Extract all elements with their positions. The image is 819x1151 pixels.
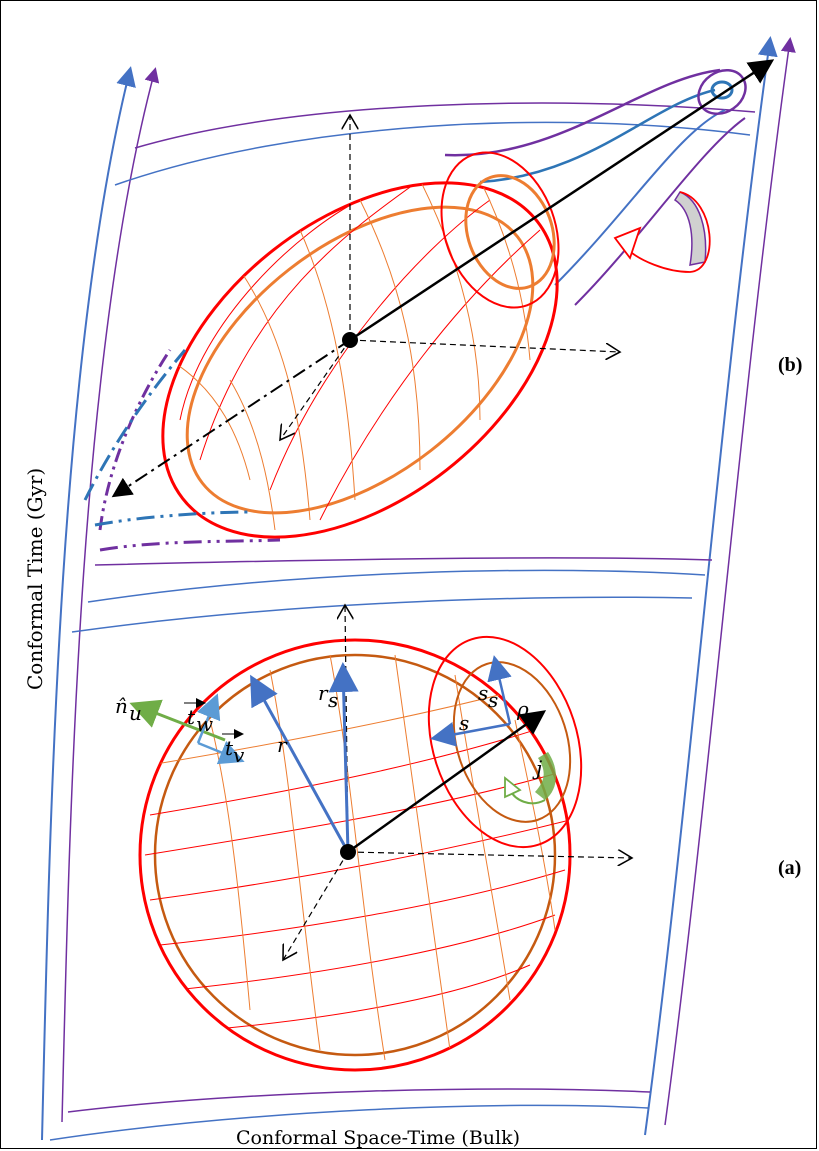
svg-text:n̂: n̂ (115, 694, 128, 718)
symbol-j: j (532, 756, 542, 780)
tube-purple-upper (444, 68, 721, 157)
tube-end-purple (697, 68, 747, 116)
trace-purple-dashdot-2 (99, 538, 281, 552)
tube-end-blue (710, 80, 734, 100)
slice-purple-bottom (67, 1088, 651, 1113)
vector-rs (328, 662, 359, 853)
tube-blue-upper (479, 88, 716, 184)
symbol-s: s (459, 711, 469, 735)
svg-text:r: r (318, 681, 329, 705)
svg-text:v: v (233, 743, 245, 767)
tube-purple-lower (574, 117, 746, 306)
vector-s (430, 722, 511, 747)
worldline-right-blue (644, 36, 778, 1136)
spot-red-outer (427, 635, 583, 849)
vector-n-u (129, 699, 226, 742)
symbol-r-s: r s (318, 681, 338, 712)
axis-b-down (280, 339, 351, 440)
slice-blue-mid2 (71, 596, 693, 633)
axis-b-right (349, 339, 620, 352)
trace-blue-dashdot-1 (83, 349, 187, 501)
axis-a-right (347, 852, 632, 858)
symbol-t-w: t w (184, 698, 213, 736)
axis-b-dashdot (111, 339, 351, 498)
trace-blue-dashdot-2 (94, 510, 251, 527)
vector-t-v (197, 740, 245, 765)
svg-text:w: w (196, 712, 213, 736)
svg-text:t: t (225, 736, 234, 760)
panel-a-diagram (129, 605, 632, 1072)
x-axis-label: Conformal Space-Time (Bulk) (236, 1127, 520, 1149)
trace-purple-dashdot-1 (98, 349, 172, 531)
spin-j-band (535, 752, 556, 800)
center-a (340, 844, 356, 860)
panel-a-label: (a) (778, 857, 801, 879)
panel-b-diagram (83, 59, 775, 552)
body-outer-red (161, 181, 559, 539)
slice-blue-top (114, 121, 751, 186)
tube-opening-red (440, 151, 560, 309)
sphere-inner-brown (153, 653, 557, 1057)
spin-red-arrow (627, 191, 711, 273)
tube-blue-lower (554, 109, 726, 286)
y-axis-label: Conformal Time (Gyr) (23, 468, 47, 690)
worldline-frame (41, 36, 796, 1141)
slice-purple-mid1 (94, 557, 713, 566)
spot-brown-inner (452, 661, 572, 823)
vector-ss (487, 655, 512, 725)
symbol-t-v: t v (222, 729, 245, 767)
slice-purple-top (134, 102, 756, 149)
vector-r (250, 674, 350, 853)
spin-gray-band (673, 191, 707, 266)
svg-text:u: u (129, 701, 142, 725)
vector-rho (347, 710, 547, 854)
symbol-rho: ρ (516, 697, 529, 721)
worldline-left-blue (41, 66, 136, 1141)
panel-b-label: (b) (778, 354, 802, 376)
slice-blue-bottom (49, 1104, 649, 1141)
body-inner-orange (185, 205, 535, 515)
svg-text:s: s (478, 681, 488, 705)
worldline-right-purple (664, 37, 796, 1126)
tube-opening-orange (464, 174, 556, 290)
svg-text:t: t (187, 705, 196, 729)
symbol-r: r (277, 733, 288, 757)
svg-text:s: s (328, 688, 338, 712)
vector-b-main (349, 59, 775, 342)
slice-blue-mid1 (87, 569, 706, 603)
svg-text:s: s (488, 688, 498, 712)
symbol-s-s: s s (478, 681, 498, 712)
sphere-outer-red (138, 638, 572, 1072)
center-b (342, 332, 358, 348)
axis-a-down (283, 851, 349, 960)
vector-t-w (196, 693, 221, 744)
worldline-left-purple (61, 67, 160, 1123)
symbol-n-u: n̂ u (115, 694, 142, 725)
